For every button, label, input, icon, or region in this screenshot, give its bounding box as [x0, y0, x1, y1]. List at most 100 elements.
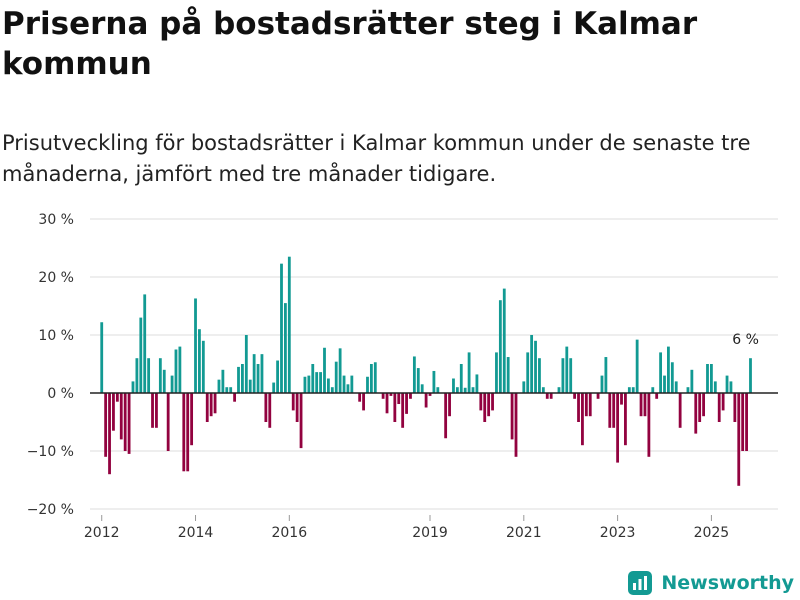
bar — [205, 393, 209, 422]
bar — [534, 340, 537, 393]
bar — [475, 374, 479, 393]
bar — [135, 358, 139, 393]
bar — [577, 393, 580, 422]
page-title: Priserna på bostadsrätter steg i Kalmar … — [2, 6, 698, 82]
bar — [170, 375, 174, 393]
bar — [698, 393, 702, 422]
bar — [127, 393, 131, 454]
bar — [686, 387, 690, 393]
bar — [190, 393, 194, 446]
bar — [506, 357, 510, 393]
bar — [319, 372, 322, 393]
bar — [647, 393, 651, 457]
bar — [463, 387, 467, 393]
bar — [725, 375, 729, 393]
bar — [436, 387, 440, 393]
bar — [678, 393, 682, 428]
bar — [620, 393, 623, 405]
bar — [389, 393, 393, 396]
bar — [667, 346, 670, 393]
bar — [248, 379, 252, 393]
chart: −20 %−10 %0 %10 %20 %30 % 2012 2014 2016 20… — [27, 212, 778, 541]
bar — [538, 358, 541, 393]
bar — [631, 387, 635, 393]
bar — [373, 362, 377, 393]
bar — [209, 393, 213, 417]
bar — [233, 393, 237, 402]
bar — [213, 393, 217, 414]
bar — [143, 294, 147, 393]
bar — [295, 393, 299, 422]
bar — [358, 393, 362, 402]
bar — [733, 393, 737, 422]
bar — [221, 369, 225, 393]
bar — [409, 393, 412, 399]
bar — [299, 393, 303, 449]
bar — [581, 393, 584, 446]
bar — [350, 375, 354, 393]
bar — [139, 317, 143, 393]
bar — [557, 387, 561, 393]
bar — [155, 393, 158, 428]
bar — [479, 393, 483, 411]
bar — [330, 387, 334, 393]
bar — [596, 393, 600, 399]
bar — [721, 393, 725, 411]
bar — [627, 387, 631, 393]
bar — [487, 393, 491, 417]
bar — [651, 387, 655, 393]
bar — [217, 379, 221, 393]
bar — [526, 352, 530, 393]
bar — [158, 358, 162, 393]
bar — [369, 364, 373, 393]
bar — [276, 360, 279, 393]
bar — [624, 393, 627, 446]
x-tick-label: 2025 — [694, 525, 730, 541]
bar — [119, 393, 123, 440]
bar — [545, 393, 549, 399]
bar — [604, 357, 608, 393]
x-tick-label: 2023 — [600, 525, 636, 541]
bar — [291, 393, 295, 411]
bar — [455, 387, 459, 393]
bar — [100, 322, 104, 393]
bar — [323, 347, 326, 393]
bar — [182, 393, 186, 472]
bar — [600, 375, 604, 393]
bar — [346, 384, 350, 393]
bar — [655, 393, 659, 399]
bar — [303, 376, 307, 393]
bar — [284, 303, 287, 393]
y-axis: −20 % −10 % 0 % 10 % 20 % 30 % — [27, 212, 74, 518]
bar — [108, 393, 111, 475]
bar — [428, 393, 432, 396]
bar — [112, 393, 115, 431]
bar — [241, 364, 244, 393]
bar — [104, 393, 108, 457]
bar — [452, 378, 455, 393]
y-tick-label: −10 % — [27, 444, 74, 460]
bar — [612, 393, 616, 428]
bar — [561, 358, 565, 393]
bar — [424, 393, 428, 408]
bar — [510, 393, 514, 440]
bar — [198, 329, 201, 393]
bar — [229, 387, 233, 393]
bar — [147, 358, 151, 393]
y-tick-label: 30 % — [38, 212, 74, 228]
bar — [225, 387, 229, 393]
bar — [495, 352, 498, 393]
bar — [549, 393, 553, 399]
bar — [268, 393, 272, 428]
bar — [491, 393, 494, 411]
bar — [123, 393, 127, 451]
bar — [416, 368, 420, 393]
bar — [252, 354, 256, 393]
bar — [342, 375, 346, 393]
bar — [749, 358, 752, 393]
bar — [256, 364, 260, 393]
y-tick-label: 20 % — [38, 270, 74, 286]
bar — [741, 393, 745, 451]
bar — [307, 375, 311, 393]
bar — [608, 393, 612, 428]
